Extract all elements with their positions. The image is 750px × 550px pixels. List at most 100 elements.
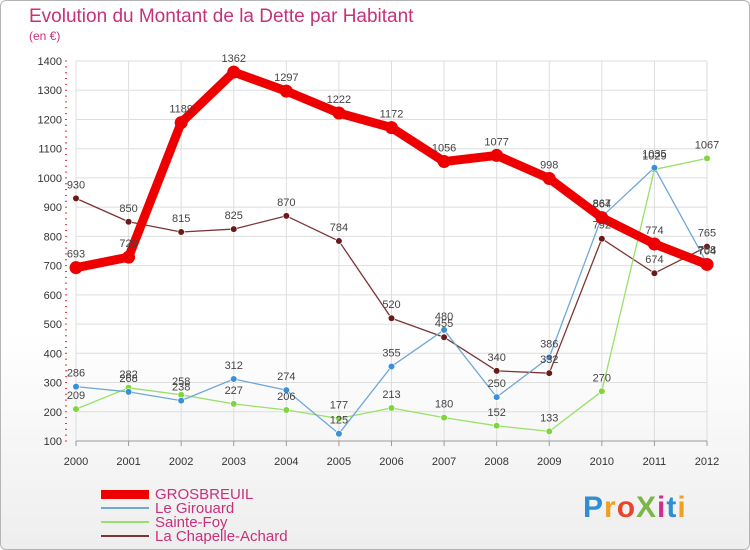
data-label: 312	[225, 360, 243, 372]
data-label: 998	[540, 160, 558, 172]
x-tick-label: 2004	[274, 456, 298, 468]
data-point	[174, 116, 188, 130]
data-label: 1362	[222, 53, 246, 65]
data-label: 455	[435, 318, 453, 330]
data-point	[387, 404, 396, 412]
data-label: 784	[330, 222, 348, 234]
data-label: 825	[225, 210, 243, 222]
data-point	[335, 430, 343, 438]
data-point	[230, 225, 238, 233]
data-point	[385, 121, 398, 135]
data-label: 274	[277, 371, 295, 383]
data-label: 850	[119, 203, 137, 215]
data-label: 729	[119, 238, 137, 250]
x-tick-label: 2000	[64, 456, 88, 468]
data-point	[177, 228, 185, 236]
x-tick-label: 2003	[222, 456, 246, 468]
series-sainte-foy	[72, 154, 711, 435]
y-tick-label: 700	[44, 261, 62, 273]
data-point	[650, 269, 659, 277]
legend-label: GROSBREUIL	[155, 485, 254, 503]
data-point	[595, 211, 609, 225]
x-tick-label: 2011	[643, 456, 667, 468]
data-label: 386	[540, 338, 558, 350]
data-label: 930	[67, 179, 85, 191]
data-label: 708	[698, 244, 716, 256]
logo-letter: o	[616, 491, 637, 524]
series-la-chapelle-achard	[72, 194, 711, 377]
y-tick-label: 900	[44, 202, 62, 214]
data-label: 209	[67, 390, 85, 402]
data-label: 765	[698, 228, 716, 240]
y-tick-label: 300	[44, 378, 62, 390]
y-tick-label: 1300	[38, 85, 62, 97]
data-point	[282, 386, 290, 394]
data-point	[437, 155, 451, 169]
data-point	[122, 250, 136, 264]
data-point	[335, 237, 343, 245]
y-tick-label: 1000	[38, 173, 62, 185]
x-tick-label: 2012	[695, 456, 719, 468]
legend-item: La Chapelle-Achard	[101, 528, 288, 545]
y-tick-label: 400	[44, 348, 62, 360]
x-tick-label: 2002	[169, 456, 193, 468]
data-label: 286	[67, 368, 85, 380]
data-label: 250	[487, 378, 505, 390]
logo-letter: P	[583, 491, 605, 524]
data-point	[493, 367, 501, 375]
data-label: 1189	[169, 104, 193, 116]
x-tick-label: 2006	[379, 456, 403, 468]
data-point	[598, 387, 606, 395]
y-tick-label: 200	[44, 407, 62, 419]
data-point	[647, 237, 661, 251]
data-point	[387, 362, 396, 371]
data-label: 792	[593, 220, 611, 232]
data-label: 125	[330, 415, 348, 427]
data-point	[72, 194, 80, 202]
data-label: 864	[593, 199, 611, 211]
data-label: 268	[119, 373, 137, 385]
legend-swatch	[101, 535, 149, 537]
data-label: 133	[540, 412, 558, 424]
data-label: 674	[645, 254, 663, 266]
data-label: 177	[330, 399, 348, 411]
proxiti-logo: ProXiti	[583, 491, 687, 525]
data-point	[230, 400, 238, 408]
data-point	[279, 84, 293, 98]
y-tick-label: 1200	[38, 114, 62, 126]
data-label: 340	[487, 352, 505, 364]
data-point	[332, 106, 346, 120]
data-point	[282, 212, 290, 220]
logo-letter: t	[666, 491, 678, 524]
data-point	[387, 314, 396, 322]
y-tick-label: 1400	[38, 56, 62, 68]
data-point	[703, 154, 711, 162]
data-point	[493, 422, 501, 430]
data-label: 332	[540, 354, 558, 366]
y-tick-label: 500	[44, 319, 62, 331]
y-tick-label: 100	[44, 436, 62, 448]
data-label: 704	[698, 245, 716, 257]
legend-label: Sainte-Foy	[155, 513, 228, 531]
data-point	[440, 414, 448, 422]
data-point	[282, 406, 290, 414]
legend-item: Sainte-Foy	[101, 513, 228, 531]
logo-letter: i	[677, 491, 687, 524]
logo-letter: i	[657, 491, 667, 524]
data-point	[493, 393, 501, 401]
data-label: 238	[172, 382, 190, 394]
data-label: 1172	[380, 109, 404, 121]
chart-unit-label: (en €)	[29, 29, 61, 43]
y-tick-label: 600	[44, 290, 62, 302]
data-point	[598, 235, 606, 243]
data-point	[124, 388, 133, 396]
data-label: 213	[382, 389, 400, 401]
legend-swatch	[101, 507, 149, 509]
data-point	[545, 427, 553, 435]
legend-swatch	[101, 521, 149, 523]
y-tick-label: 1100	[38, 144, 62, 156]
data-label: 1035	[642, 149, 666, 161]
data-label: 870	[277, 197, 295, 209]
data-label: 520	[382, 299, 400, 311]
